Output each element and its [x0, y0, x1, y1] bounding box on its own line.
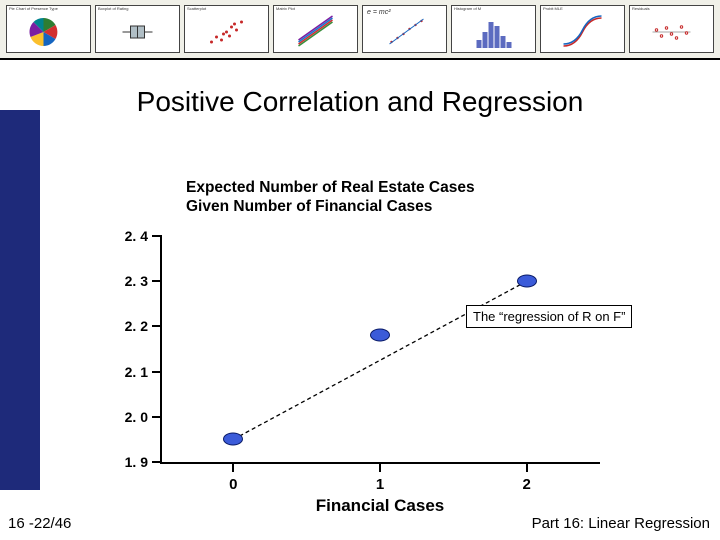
y-tick-label: 2. 4: [120, 228, 148, 244]
x-tick-label: 0: [229, 476, 237, 493]
y-tick: [152, 280, 162, 282]
thumb-pie: Pie Chart of Presence Type: [6, 5, 91, 53]
chart-title: Expected Number of Real Estate Cases Giv…: [186, 178, 475, 217]
thumb-scatter: Scatterplot: [184, 5, 269, 53]
x-tick: [232, 462, 234, 472]
thumb-hist: Histogram of M: [451, 5, 536, 53]
y-tick-label: 2. 3: [120, 273, 148, 289]
plot-area: [160, 236, 600, 462]
banner-chart-strip: Pie Chart of Presence Type Boxplot of Ra…: [0, 0, 720, 60]
thumb-residuals: Residuals: [629, 5, 714, 53]
y-tick: [152, 461, 162, 463]
x-tick-label: 1: [376, 476, 384, 493]
y-tick: [152, 371, 162, 373]
y-tick: [152, 235, 162, 237]
y-tick-label: 1. 9: [120, 454, 148, 470]
data-point: [223, 433, 243, 446]
y-tick: [152, 416, 162, 418]
data-point: [517, 275, 537, 288]
regression-chart: Expected Number of Real Estate Cases Giv…: [120, 190, 640, 520]
x-tick: [379, 462, 381, 472]
x-tick: [526, 462, 528, 472]
y-tick-label: 2. 1: [120, 364, 148, 380]
y-tick-label: 2. 2: [120, 318, 148, 334]
slide-title: Positive Correlation and Regression: [0, 86, 720, 118]
footer-part-label: Part 16: Linear Regression: [532, 515, 710, 532]
x-axis-label: Financial Cases: [160, 496, 600, 516]
y-tick-label: 2. 0: [120, 409, 148, 425]
footer-page-number: 16 -22/46: [8, 515, 71, 532]
thumb-matrix: Matrix Plot: [273, 5, 358, 53]
sidebar-accent: [0, 110, 40, 490]
thumb-formula: e = mc²: [362, 5, 447, 53]
y-tick: [152, 325, 162, 327]
thumb-probit: Probit MLE: [540, 5, 625, 53]
regression-line: [160, 236, 600, 462]
thumb-boxplot: Boxplot of Rating: [95, 5, 180, 53]
x-tick-label: 2: [522, 476, 530, 493]
data-point: [370, 329, 390, 342]
regression-callout: The “regression of R on F”: [466, 305, 632, 328]
